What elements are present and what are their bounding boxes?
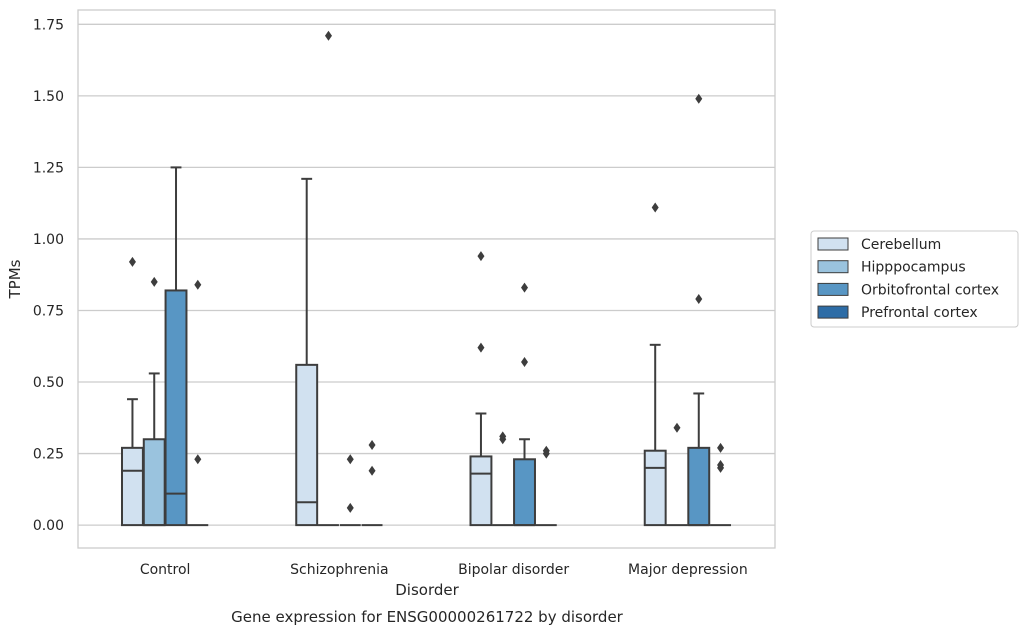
legend-frame <box>810 230 1019 328</box>
outlier-point <box>521 356 529 367</box>
box-group <box>643 202 667 527</box>
outlier-point <box>346 454 354 465</box>
x-tick-labels: Control Schizophrenia Bipolar disorder Majo… <box>140 562 748 578</box>
y-tick-label: 0.50 <box>33 375 64 391</box>
outlier-point <box>346 502 354 513</box>
box-group <box>318 30 339 527</box>
box-group <box>710 442 732 527</box>
box-group <box>513 282 536 527</box>
box-group <box>295 177 319 527</box>
box <box>469 455 493 527</box>
outlier-point <box>651 202 659 213</box>
outlier-point <box>695 93 703 104</box>
legend-label: Prefrontal cortex <box>861 305 978 321</box>
outlier-point <box>150 276 158 287</box>
box <box>164 289 188 527</box>
legend-items: Cerebellum Hipppocampus Orbitofrontal cort… <box>817 237 999 321</box>
outlier-point <box>194 279 202 290</box>
outlier-point <box>477 342 485 353</box>
outlier-point <box>194 454 202 465</box>
legend-label: Hipppocampus <box>861 260 966 276</box>
outlier-point <box>477 251 485 262</box>
box-group <box>187 279 209 527</box>
gridlines <box>78 23 775 526</box>
x-tick-label: Bipolar disorder <box>458 562 569 578</box>
box <box>687 446 711 527</box>
box-group <box>142 276 166 527</box>
outlier-point <box>673 422 681 433</box>
outlier-point <box>717 442 725 453</box>
box-group <box>469 251 493 527</box>
x-tick-label: Control <box>140 562 191 578</box>
outlier-point <box>368 439 376 450</box>
outlier-point <box>542 445 550 456</box>
y-tick-label: 0.25 <box>33 447 64 463</box>
legend-swatch <box>817 237 849 251</box>
x-axis-label: Disorder <box>395 581 459 599</box>
y-tick-label: 1.00 <box>33 232 64 248</box>
box-group <box>666 422 688 527</box>
chart-caption: Gene expression for ENSG00000261722 by d… <box>231 608 624 626</box>
y-tick-label: 1.75 <box>33 17 64 33</box>
outlier-point <box>695 294 703 305</box>
x-tick-label: Major depression <box>628 562 748 578</box>
box-group <box>120 256 144 527</box>
box <box>142 438 166 527</box>
x-tick-label: Schizophrenia <box>290 562 388 578</box>
plot-frame <box>77 9 776 549</box>
y-tick-label: 1.50 <box>33 89 64 105</box>
y-tick-label: 0.75 <box>33 303 64 319</box>
box <box>295 363 319 527</box>
legend-swatch <box>817 305 849 319</box>
box <box>120 446 144 527</box>
legend-swatch <box>817 260 849 274</box>
outlier-point <box>499 431 507 442</box>
outlier-point <box>128 256 136 267</box>
y-tick-labels: 0.00 0.25 0.50 0.75 1.00 1.25 1.50 1.75 <box>33 17 64 534</box>
box <box>643 449 667 527</box>
box-group <box>687 93 711 527</box>
y-tick-label: 0.00 <box>33 518 64 534</box>
y-tick-label: 1.25 <box>33 160 64 176</box>
legend-label: Cerebellum <box>861 237 941 253</box>
y-axis-label: TPMs <box>6 259 24 299</box>
box-group <box>164 166 188 527</box>
legend-swatch <box>817 282 849 296</box>
box-group <box>535 445 557 527</box>
outlier-point <box>521 282 529 293</box>
box-group <box>339 454 361 527</box>
box-group <box>361 439 383 527</box>
outlier-point <box>717 460 725 471</box>
box-group <box>492 431 514 527</box>
legend: Cerebellum Hipppocampus Orbitofrontal cort… <box>810 230 1019 328</box>
legend-label: Orbitofrontal cortex <box>861 282 999 298</box>
outlier-point <box>368 465 376 476</box>
box <box>513 458 536 527</box>
box-marks <box>120 30 732 527</box>
outlier-point <box>324 30 332 41</box>
